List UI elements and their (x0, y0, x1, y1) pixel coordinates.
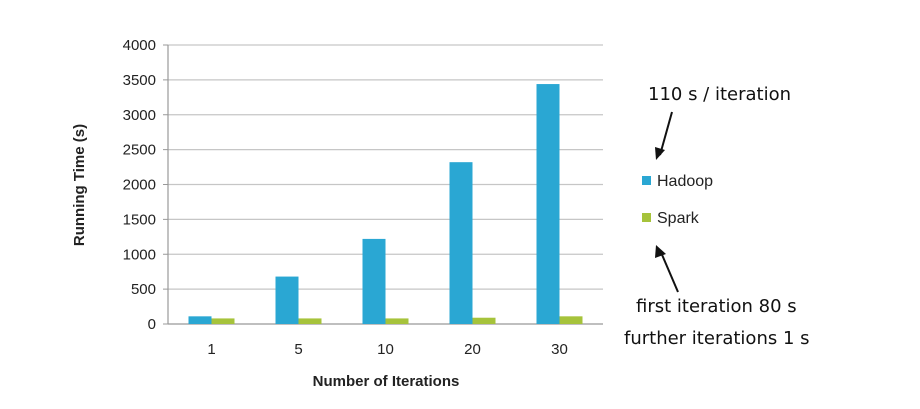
y-tick-labels: 0 500 1000 1500 2000 2500 3000 3500 4000 (123, 37, 156, 333)
x-tick-label: 20 (464, 341, 481, 358)
bar-hadoop-30 (536, 84, 560, 324)
annotation-arrows (655, 111, 679, 293)
bar-hadoop-10 (362, 238, 386, 324)
legend-label-hadoop: Hadoop (657, 173, 713, 190)
hadoop-arrowhead-icon (655, 147, 665, 160)
bar-hadoop-1 (188, 316, 212, 324)
gridlines (163, 44, 603, 325)
y-tick-label: 2000 (123, 177, 156, 194)
y-tick-label: 3500 (123, 72, 156, 89)
bar-spark-30 (559, 316, 583, 324)
hadoop-arrow-icon (659, 111, 673, 156)
y-axis-label: Running Time (s) (71, 124, 88, 246)
bars (188, 84, 583, 324)
x-tick-label: 10 (377, 341, 394, 358)
y-tick-label: 0 (148, 316, 156, 333)
legend-swatch-hadoop (642, 176, 651, 185)
bar-spark-20 (472, 317, 496, 324)
y-tick-label: 2500 (123, 142, 156, 159)
x-axis-label: Number of Iterations (313, 373, 460, 390)
hadoop-annotation: 110 s / iteration (648, 84, 792, 105)
y-tick-label: 1000 (123, 246, 156, 263)
y-tick-label: 1500 (123, 211, 156, 228)
legend: Hadoop Spark (642, 173, 713, 227)
y-tick-label: 3000 (123, 107, 156, 124)
x-tick-label: 5 (294, 341, 302, 358)
legend-label-spark: Spark (657, 210, 700, 227)
bar-spark-5 (298, 318, 322, 324)
bar-hadoop-5 (275, 276, 299, 324)
spark-annotation-line-2: further iterations 1 s (624, 328, 810, 349)
spark-arrowhead-icon (655, 245, 666, 258)
bar-spark-1 (211, 318, 235, 324)
legend-swatch-spark (642, 213, 651, 222)
y-tick-label: 4000 (123, 37, 156, 54)
x-tick-labels: 1 5 10 20 30 (207, 341, 568, 358)
bar-hadoop-20 (449, 162, 473, 324)
spark-annotation-line-1: first iteration 80 s (636, 296, 797, 317)
x-tick-label: 1 (207, 341, 215, 358)
bar-spark-10 (385, 318, 409, 324)
y-tick-label: 500 (131, 281, 156, 298)
x-tick-label: 30 (551, 341, 568, 358)
spark-arrow-icon (659, 249, 679, 293)
